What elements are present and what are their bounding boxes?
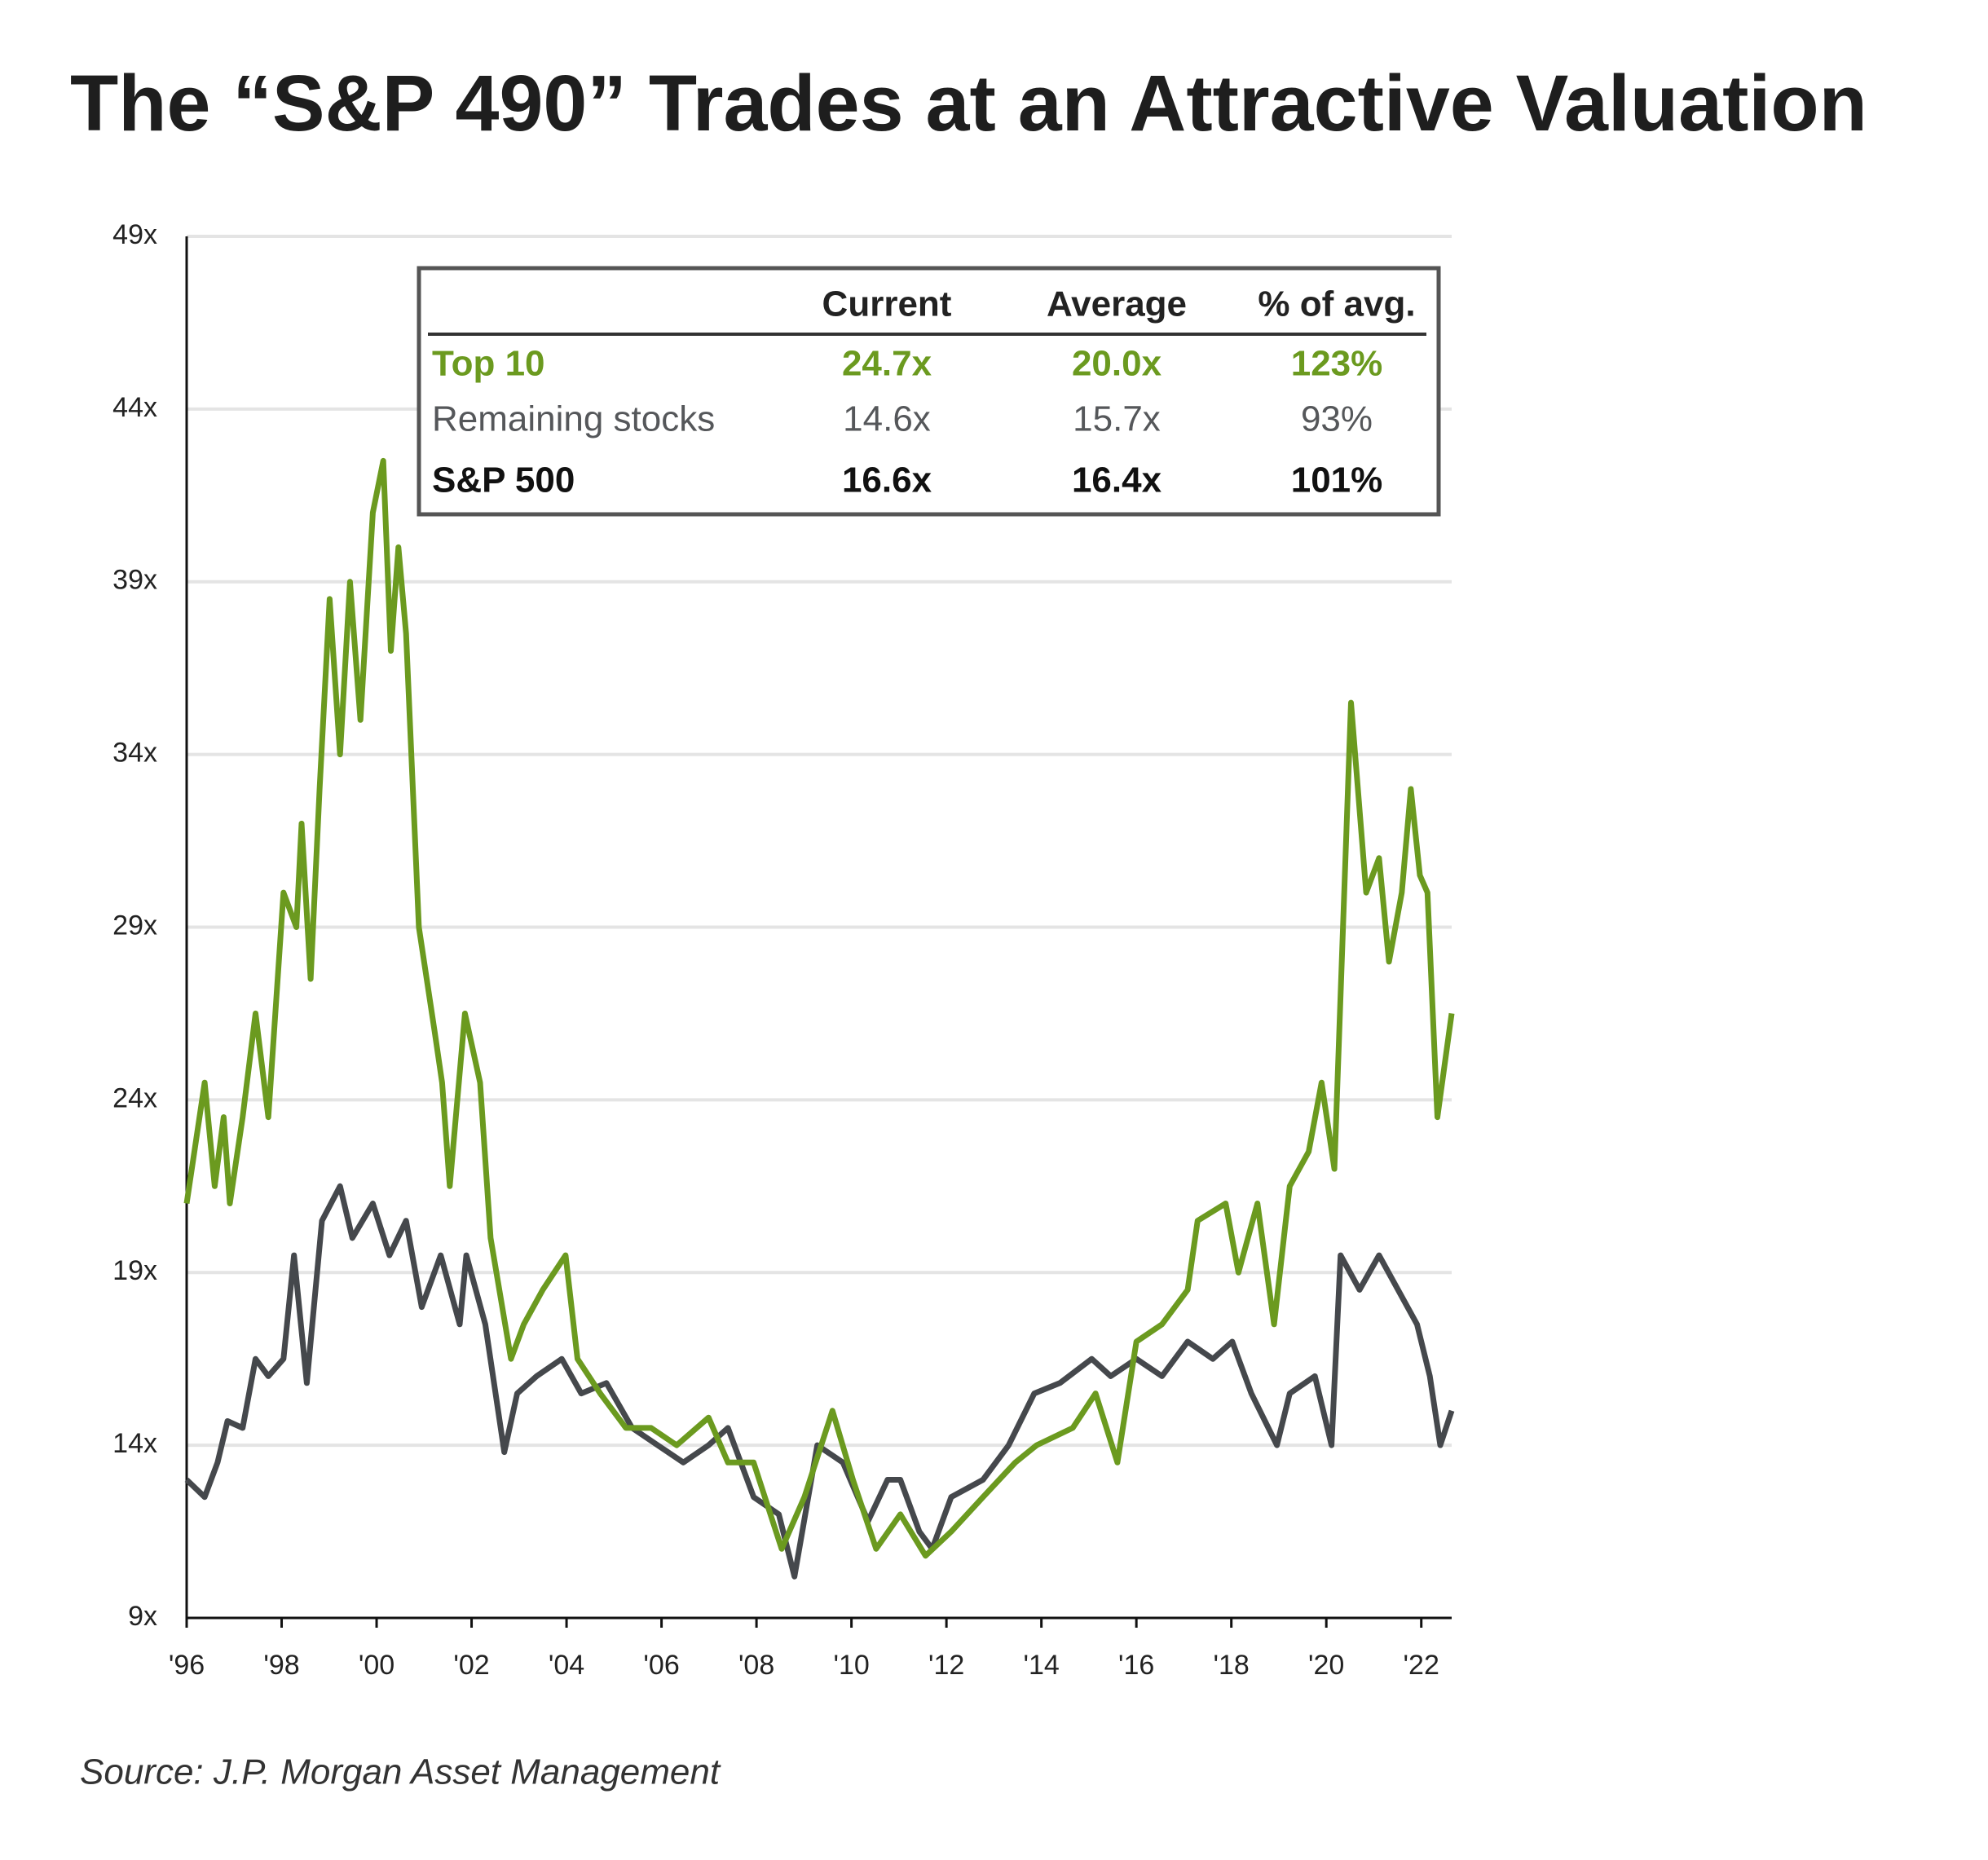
- x-tick-label: '12: [928, 1650, 964, 1681]
- x-tick-label: '20: [1308, 1650, 1344, 1681]
- y-tick-label: 39x: [112, 565, 157, 596]
- table-header: % of avg.: [1258, 284, 1415, 324]
- table-cell: S&P 500: [432, 461, 575, 500]
- x-tick-label: '14: [1023, 1650, 1059, 1681]
- x-tick-label: '02: [453, 1650, 489, 1681]
- table-cell: 123%: [1291, 344, 1383, 384]
- y-tick-label: 29x: [112, 910, 157, 941]
- y-tick-label: 14x: [112, 1428, 157, 1459]
- chart-title: The “S&P 490” Trades at an Attractive Va…: [70, 59, 1867, 148]
- x-tick-label: '98: [263, 1650, 299, 1681]
- series-line: [183, 457, 1455, 1559]
- table-cell: Top 10: [432, 344, 545, 384]
- y-tick-label: 9x: [128, 1601, 157, 1632]
- y-tick-label: 49x: [112, 219, 157, 250]
- x-tick-label: '16: [1118, 1650, 1154, 1681]
- y-tick-label: 24x: [112, 1082, 157, 1113]
- y-tick-label: 19x: [112, 1255, 157, 1286]
- table-cell: 16.6x: [842, 461, 932, 500]
- y-tick-label: 34x: [112, 738, 157, 769]
- y-tick-label: 44x: [112, 392, 157, 423]
- table-cell: 16.4x: [1072, 461, 1162, 500]
- table-cell: 93%: [1301, 399, 1373, 439]
- source-note: Source: J.P. Morgan Asset Management: [80, 1752, 721, 1792]
- table-cell: 15.7x: [1073, 399, 1161, 439]
- table-cell: 20.0x: [1072, 344, 1162, 384]
- series-line: [184, 1183, 1455, 1580]
- table-box: [417, 266, 1441, 517]
- table-header: Average: [1047, 284, 1187, 324]
- x-tick-label: '06: [643, 1650, 679, 1681]
- x-tick-label: '08: [738, 1650, 774, 1681]
- x-tick-label: '96: [169, 1650, 205, 1681]
- table-cell: 101%: [1291, 461, 1383, 500]
- table-cell: 14.6x: [843, 399, 931, 439]
- table-cell: 24.7x: [842, 344, 932, 384]
- x-tick-label: '10: [833, 1650, 869, 1681]
- table-cell: Remaining stocks: [432, 399, 715, 439]
- x-tick-label: '18: [1214, 1650, 1250, 1681]
- x-tick-label: '22: [1404, 1650, 1439, 1681]
- table-header: Current: [822, 284, 952, 324]
- x-tick-label: '00: [359, 1650, 395, 1681]
- x-tick-label: '04: [549, 1650, 584, 1681]
